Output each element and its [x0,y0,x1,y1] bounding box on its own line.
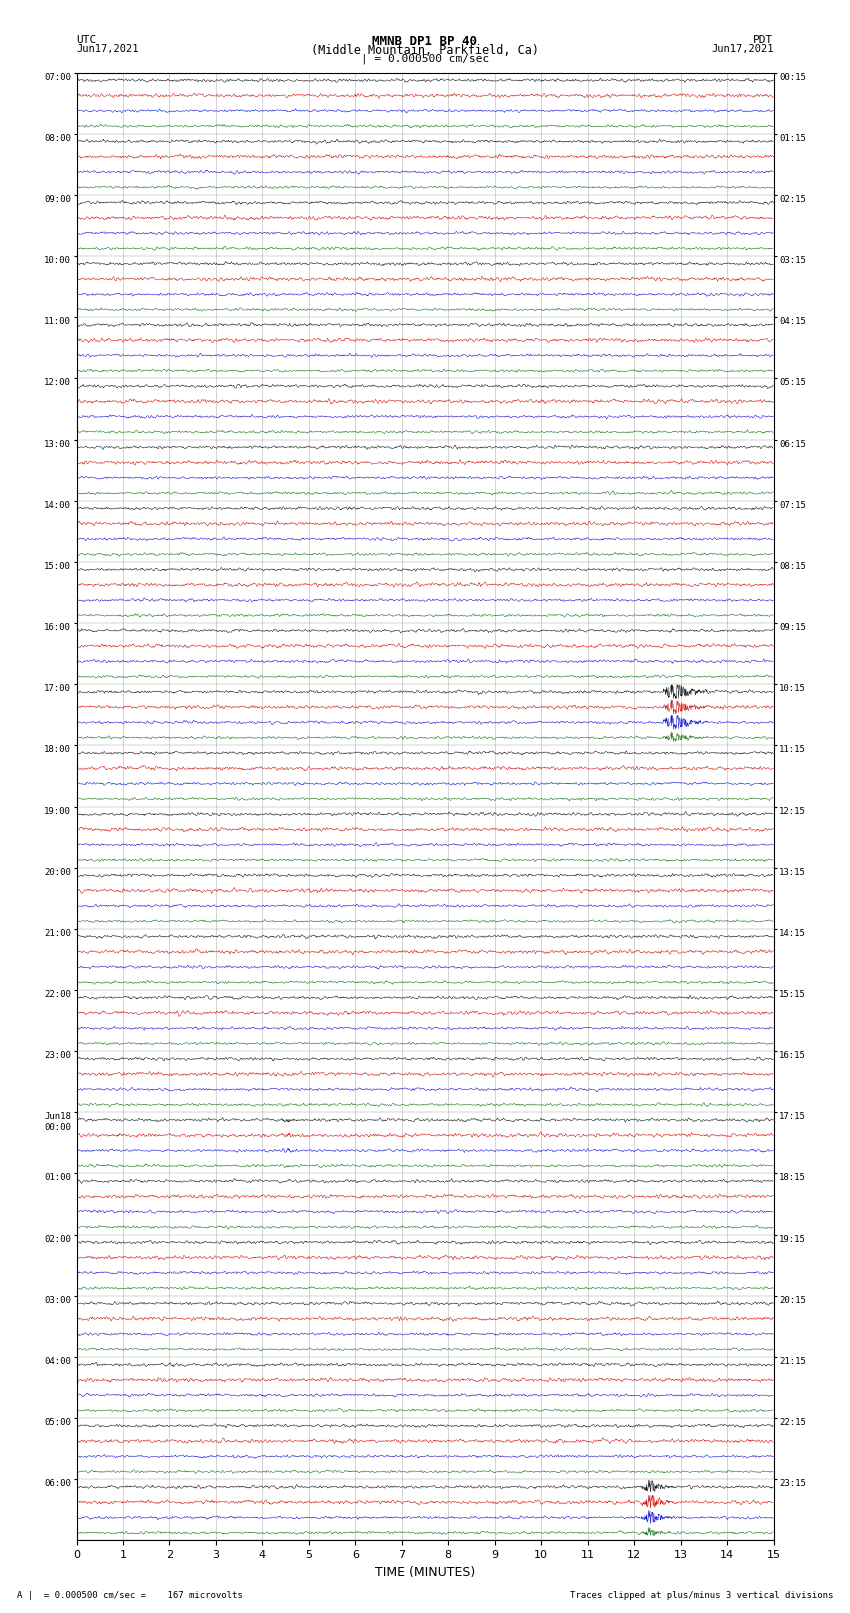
Text: | = 0.000500 cm/sec: | = 0.000500 cm/sec [361,53,489,65]
Text: Jun17,2021: Jun17,2021 [76,44,139,55]
Text: UTC: UTC [76,35,97,45]
Text: Traces clipped at plus/minus 3 vertical divisions: Traces clipped at plus/minus 3 vertical … [570,1590,833,1600]
Text: PDT: PDT [753,35,774,45]
Text: (Middle Mountain, Parkfield, Ca): (Middle Mountain, Parkfield, Ca) [311,44,539,56]
X-axis label: TIME (MINUTES): TIME (MINUTES) [375,1566,475,1579]
Text: Jun17,2021: Jun17,2021 [711,44,774,55]
Text: MMNB DP1 BP 40: MMNB DP1 BP 40 [372,35,478,48]
Text: A |  = 0.000500 cm/sec =    167 microvolts: A | = 0.000500 cm/sec = 167 microvolts [17,1590,243,1600]
